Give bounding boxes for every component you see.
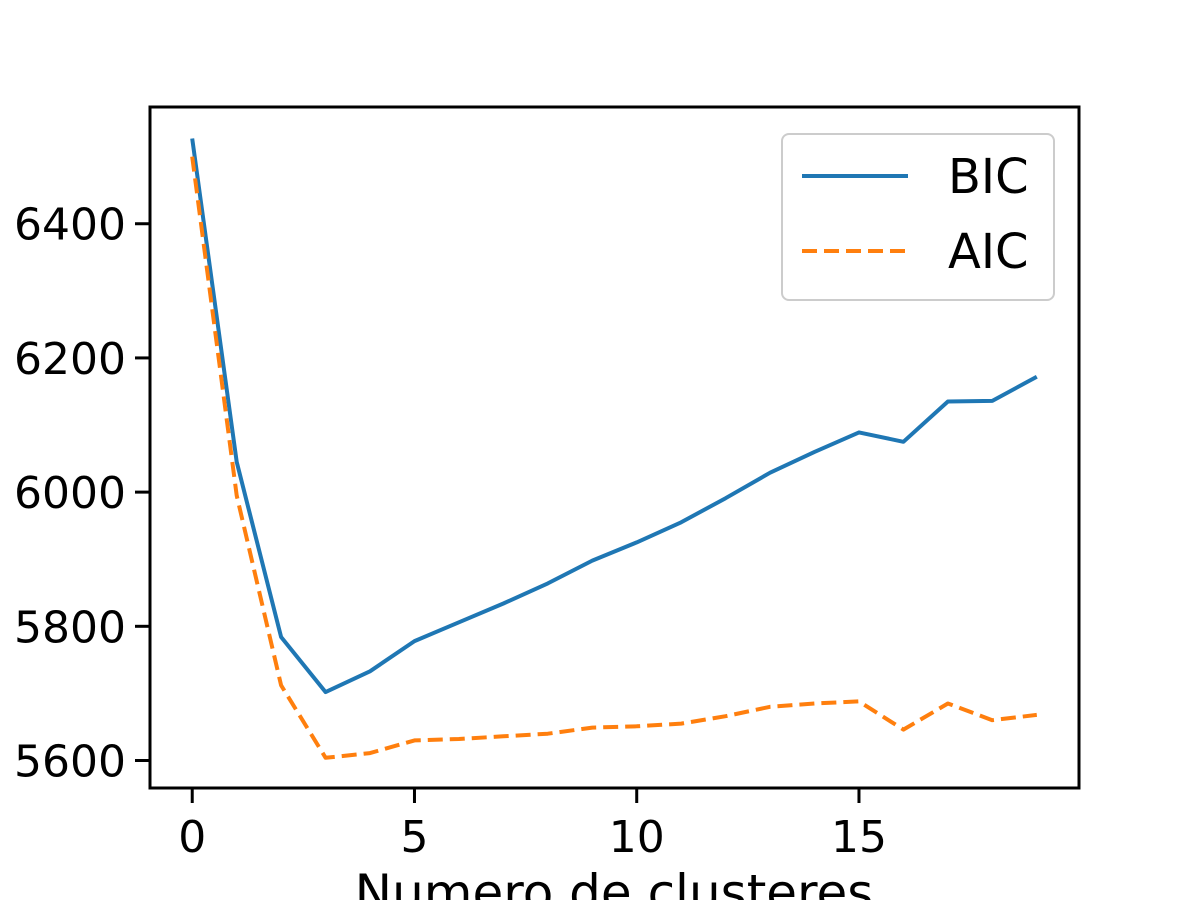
legend-label-bic: BIC — [948, 149, 1029, 205]
x-axis: 0 5 10 15 — [178, 788, 887, 863]
series-line-bic — [190, 138, 1038, 695]
x-tick-label: 0 — [178, 812, 206, 863]
x-tick-label: 10 — [609, 812, 665, 863]
plot-frame — [148, 105, 1081, 790]
y-tick-label: 5600 — [14, 736, 126, 787]
series-line-aic — [190, 156, 1038, 760]
y-tick-label: 6000 — [14, 468, 126, 519]
legend-label-aic: AIC — [948, 224, 1029, 280]
x-axis-title: Numero de clusteres — [355, 864, 874, 900]
y-axis: 5600 5800 6000 6200 6400 — [14, 200, 150, 787]
y-tick-label: 5800 — [14, 602, 126, 653]
series-layer — [190, 138, 1038, 760]
y-tick-label: 6200 — [14, 334, 126, 385]
x-tick-label: 15 — [831, 812, 887, 863]
x-tick-label: 5 — [400, 812, 428, 863]
legend: BIC AIC — [781, 133, 1055, 301]
y-tick-label: 6400 — [14, 200, 126, 251]
